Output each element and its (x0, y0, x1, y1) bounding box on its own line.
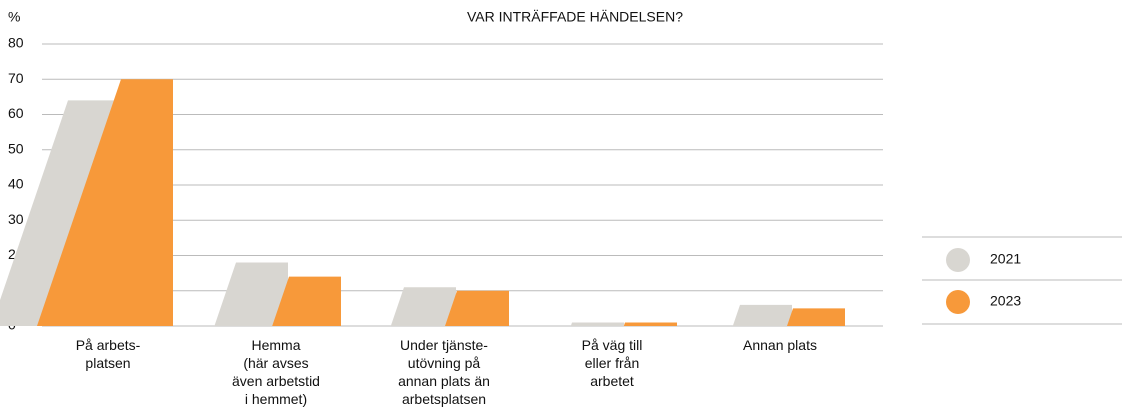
bar (570, 322, 624, 326)
x-tick-label: Under tjänste- utövning på annan plats ä… (398, 337, 490, 407)
y-tick-label: 30 (8, 211, 24, 227)
bar (623, 322, 677, 326)
chart-title: VAR INTRÄFFADE HÄNDELSEN? (467, 9, 683, 25)
bar (214, 262, 288, 326)
y-tick-label: 80 (8, 35, 24, 51)
legend-swatch (946, 248, 970, 272)
x-tick-label: På väg till eller från arbetet (581, 337, 643, 389)
y-tick-label: 70 (8, 70, 24, 86)
legend-label: 2023 (990, 293, 1021, 309)
x-tick-label: Hemma (här avses även arbetstid i hemmet… (232, 337, 320, 407)
bar (787, 308, 845, 326)
y-axis-label: % (8, 9, 20, 25)
bar (272, 276, 341, 326)
x-tick-label: På arbets- platsen (75, 337, 141, 371)
bar (445, 290, 509, 326)
bar (37, 79, 173, 326)
y-tick-label: 40 (8, 176, 24, 192)
y-tick-label: 60 (8, 105, 24, 121)
bar (732, 304, 792, 326)
y-tick-label: 50 (8, 140, 24, 156)
legend-swatch (946, 290, 970, 314)
legend-label: 2021 (990, 251, 1021, 267)
bar (390, 287, 456, 326)
x-tick-label: Annan plats (743, 337, 817, 353)
